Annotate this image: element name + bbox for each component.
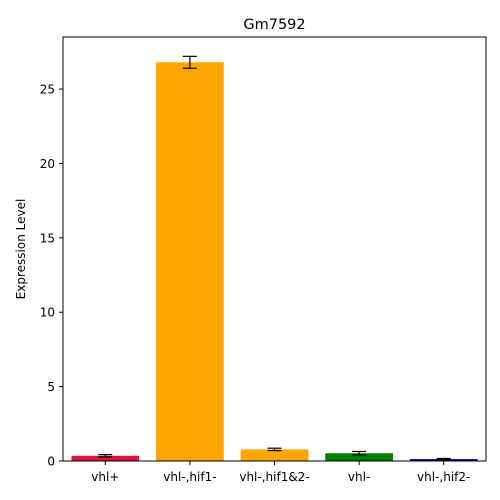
x-tick-label-1: vhl-,hif1- (163, 470, 216, 484)
bar-2 (240, 449, 309, 461)
x-tick-label-2: vhl-,hif1&2- (239, 470, 309, 484)
plot-frame (62, 36, 487, 462)
y-axis-label: Expression Level (14, 199, 28, 300)
x-tick-label-3: vhl- (348, 470, 370, 484)
chart-title: Gm7592 (243, 17, 305, 33)
y-tick-label-5: 25 (40, 83, 55, 97)
x-axis: vhl+ vhl-,hif1- vhl-,hif1&2- vhl-vhl-,hif2- (91, 461, 470, 484)
bars-group (71, 62, 478, 461)
bar-3 (325, 453, 393, 461)
x-tick-label-4: vhl-,hif2- (417, 470, 470, 484)
y-axis: 0 5 10 15 20 25 (40, 83, 63, 469)
y-tick-label-0: 0 (47, 455, 55, 469)
y-tick-label-2: 10 (40, 306, 55, 320)
y-tick-label-4: 20 (40, 157, 55, 171)
error-bars-group (98, 55, 451, 461)
y-tick-label-1: 5 (47, 380, 55, 394)
bar-1 (156, 62, 224, 461)
x-tick-label-0: vhl+ (91, 470, 119, 484)
y-tick-label-3: 15 (40, 231, 55, 245)
plot-background (63, 37, 486, 461)
bar-0 (71, 455, 140, 461)
